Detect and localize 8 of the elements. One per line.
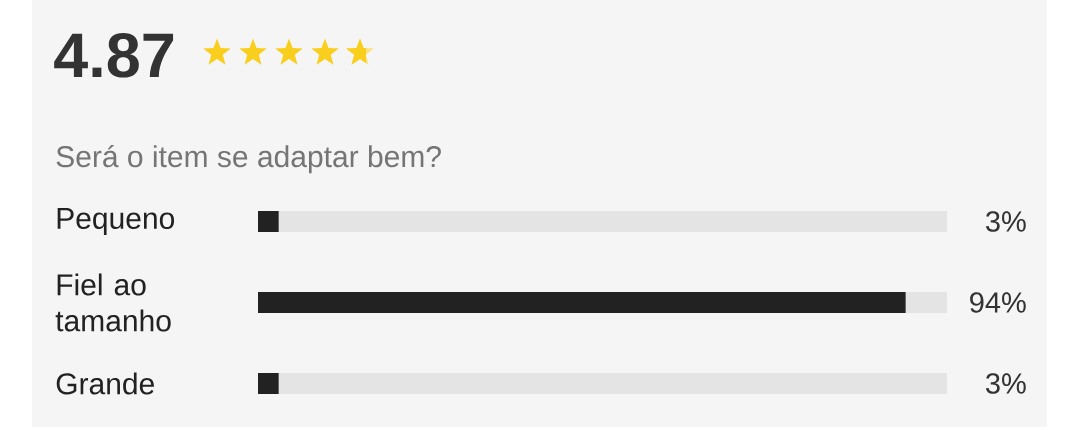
data-label: 3%	[985, 373, 1026, 394]
y-tick-label: Grande	[56, 372, 154, 395]
data-label: 3%	[985, 211, 1026, 232]
chart-subtitle: Será o item se adaptar bem?	[56, 144, 441, 174]
data-label: 94%	[970, 292, 1026, 313]
y-tick-label: Pequeno	[57, 208, 175, 235]
y-tick-label: Fiel ao tamanho	[55, 273, 171, 332]
chart-title: 4.87	[54, 33, 174, 78]
